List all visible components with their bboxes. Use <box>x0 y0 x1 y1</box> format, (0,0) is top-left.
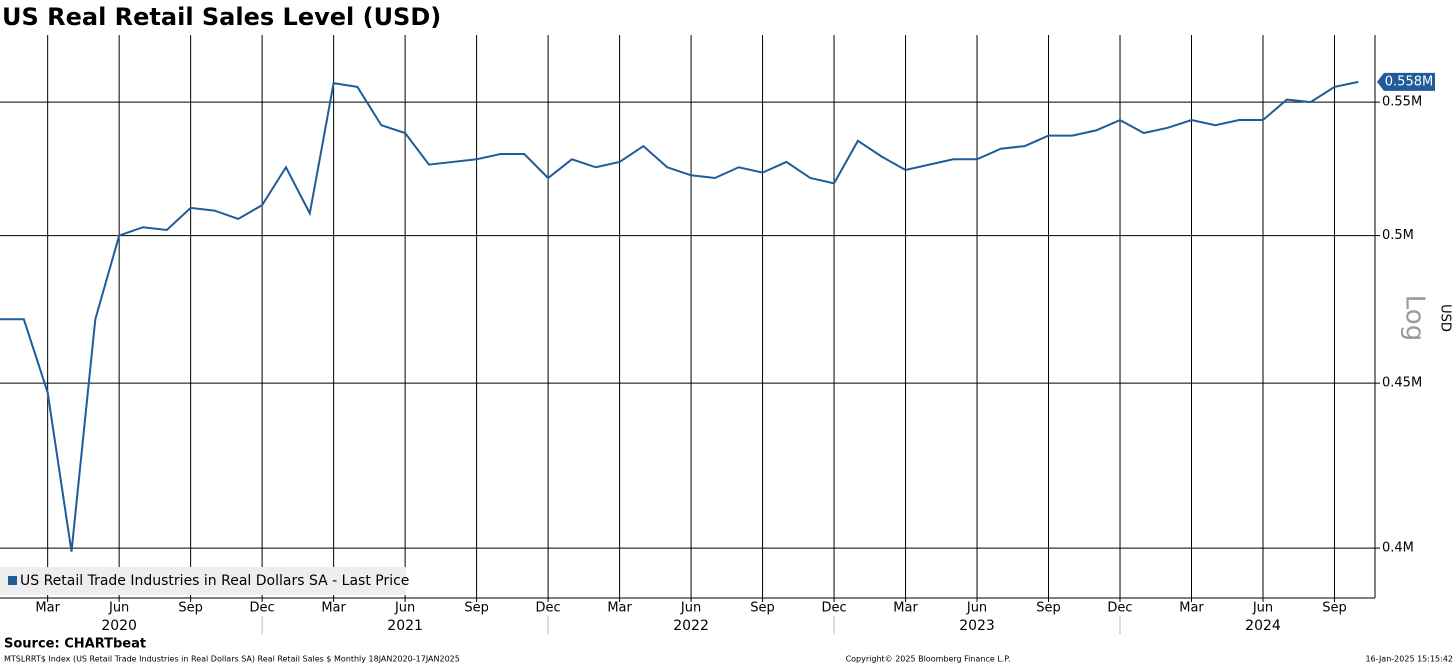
y-tick-label: 0.55M <box>1382 95 1422 110</box>
legend-box <box>0 567 406 595</box>
legend-swatch <box>8 576 17 585</box>
year-label: 2022 <box>673 618 709 634</box>
year-label: 2021 <box>387 618 423 634</box>
year-label: 2023 <box>959 618 995 634</box>
x-tick-label: Jun <box>394 601 415 616</box>
footer-right: 16-Jan-2025 15:15:42 <box>1365 655 1453 664</box>
x-tick-label: Sep <box>1036 601 1061 616</box>
x-tick-label: Jun <box>1252 601 1273 616</box>
source: Source: CHARTbeat <box>4 637 146 652</box>
last-value-label: 0.558M <box>1385 74 1433 89</box>
x-tick-label: Dec <box>536 601 561 616</box>
x-tick-label: Sep <box>464 601 489 616</box>
x-tick-label: Dec <box>1107 601 1132 616</box>
x-tick-label: Mar <box>35 601 60 616</box>
y-tick-label: 0.45M <box>1382 376 1422 391</box>
x-tick-label: Jun <box>966 601 987 616</box>
year-label: 2020 <box>101 618 137 634</box>
x-tick-label: Sep <box>750 601 775 616</box>
scale-label: Log <box>1400 295 1430 341</box>
x-tick-label: Dec <box>250 601 275 616</box>
legend-label: US Retail Trade Industries in Real Dolla… <box>20 573 409 589</box>
x-tick-label: Dec <box>821 601 846 616</box>
x-tick-label: Mar <box>321 601 346 616</box>
x-tick-label: Mar <box>1179 601 1204 616</box>
x-tick-label: Mar <box>893 601 918 616</box>
x-tick-label: Jun <box>680 601 701 616</box>
y-axis-label: USD <box>1438 304 1453 332</box>
footer-center: Copyright© 2025 Bloomberg Finance L.P. <box>846 655 1011 664</box>
x-tick-label: Mar <box>607 601 632 616</box>
year-label: 2024 <box>1245 618 1281 634</box>
footer-left: MTSLRRT$ Index (US Retail Trade Industri… <box>4 655 460 664</box>
x-tick-label: Sep <box>178 601 203 616</box>
last-value-tag <box>1377 72 1435 91</box>
x-tick-label: Jun <box>108 601 129 616</box>
y-tick-label: 0.4M <box>1382 541 1414 556</box>
y-tick-label: 0.5M <box>1382 228 1414 243</box>
series-line <box>0 80 1359 552</box>
x-tick-label: Sep <box>1322 601 1347 616</box>
chart-title: US Real Retail Sales Level (USD) <box>2 3 441 31</box>
